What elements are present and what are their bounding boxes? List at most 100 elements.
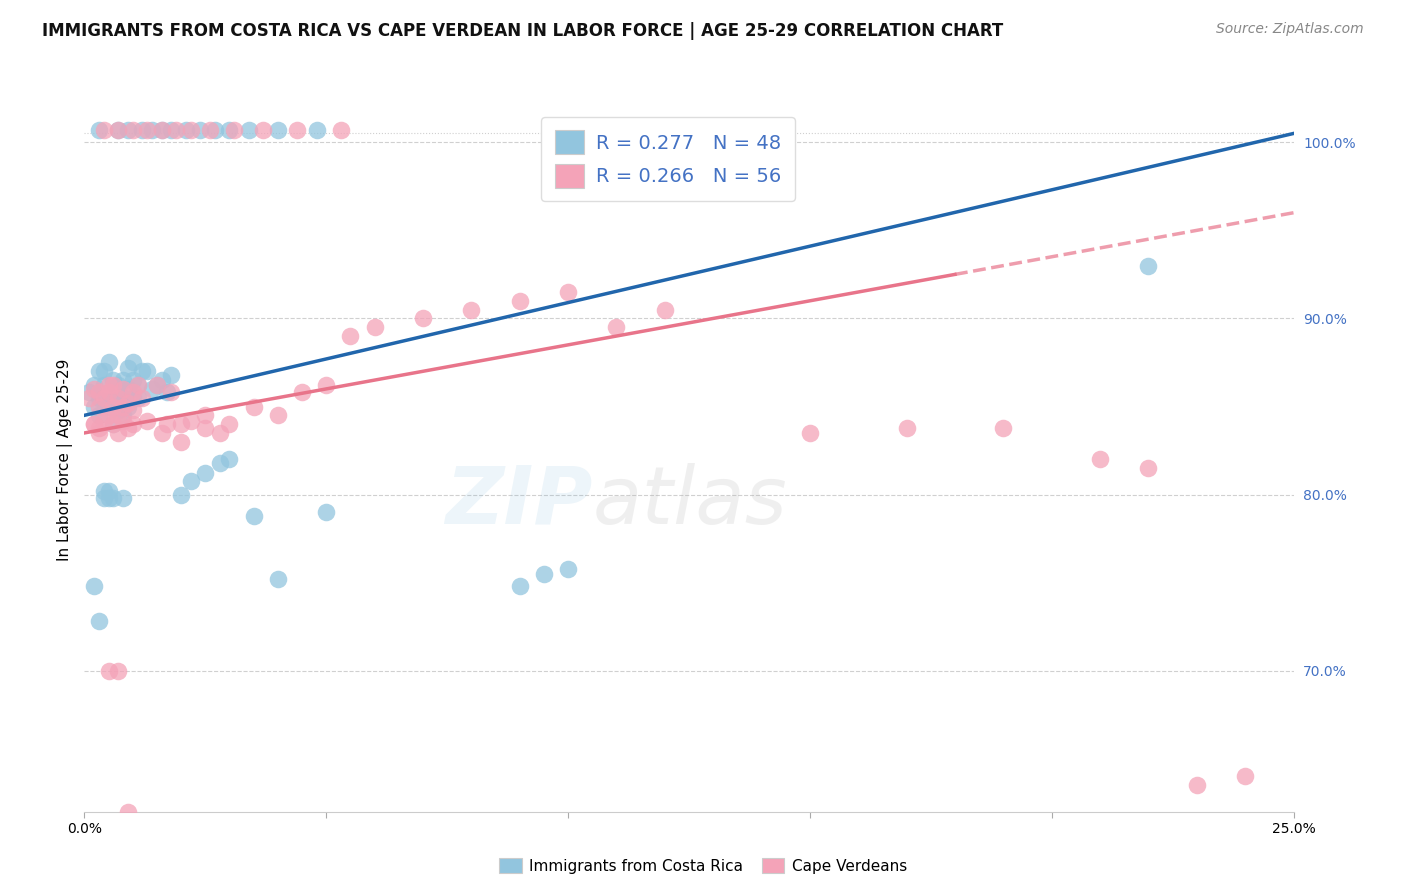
Point: [97, 355, 120, 369]
Y-axis label: In Labor Force | Age 25-29: In Labor Force | Age 25-29: [58, 359, 73, 560]
Point: [315, 505, 337, 519]
Point: [291, 385, 314, 400]
Point: [107, 378, 129, 392]
Point: [112, 373, 135, 387]
Point: [267, 123, 290, 137]
Point: [267, 572, 290, 586]
Point: [87, 420, 110, 434]
Point: [121, 417, 143, 431]
Point: [896, 420, 918, 434]
Point: [194, 467, 217, 481]
Point: [198, 123, 221, 137]
Point: [194, 409, 217, 423]
Point: [285, 123, 308, 137]
Point: [121, 391, 143, 405]
Point: [224, 123, 246, 137]
Point: [509, 293, 531, 308]
Point: [107, 123, 129, 137]
Point: [83, 417, 105, 431]
Point: [150, 425, 173, 440]
Point: [127, 378, 149, 392]
Point: [107, 409, 129, 423]
Point: [87, 364, 110, 378]
Point: [218, 452, 240, 467]
Point: [121, 373, 143, 387]
Point: [87, 123, 110, 137]
Point: [1234, 769, 1257, 783]
Point: [136, 123, 159, 137]
Point: [117, 420, 139, 434]
Point: [180, 414, 202, 428]
Point: [533, 566, 555, 581]
Text: atlas: atlas: [592, 463, 787, 541]
Point: [412, 311, 434, 326]
Point: [97, 400, 120, 414]
Point: [112, 491, 135, 505]
Point: [363, 320, 385, 334]
Point: [83, 382, 105, 396]
Point: [97, 664, 120, 678]
Point: [103, 391, 125, 405]
Point: [160, 368, 183, 382]
Point: [83, 579, 105, 593]
Point: [208, 425, 231, 440]
Point: [208, 456, 231, 470]
Point: [1137, 259, 1160, 273]
Point: [93, 391, 115, 405]
Point: [107, 425, 129, 440]
Point: [605, 320, 627, 334]
Point: [305, 123, 328, 137]
Point: [174, 123, 197, 137]
Point: [112, 400, 135, 414]
Point: [93, 414, 115, 428]
Point: [93, 378, 115, 392]
Point: [87, 385, 110, 400]
Point: [460, 302, 482, 317]
Point: [121, 355, 143, 369]
Point: [121, 123, 143, 137]
Point: [131, 391, 153, 405]
Point: [131, 364, 153, 378]
Point: [87, 409, 110, 423]
Point: [146, 378, 169, 392]
Point: [93, 491, 115, 505]
Legend: R = 0.277   N = 48, R = 0.266   N = 56: R = 0.277 N = 48, R = 0.266 N = 56: [541, 117, 794, 202]
Text: Source: ZipAtlas.com: Source: ZipAtlas.com: [1216, 22, 1364, 37]
Point: [83, 378, 105, 392]
Point: [252, 123, 274, 137]
Point: [107, 403, 129, 417]
Point: [339, 329, 361, 343]
Point: [136, 364, 159, 378]
Point: [557, 285, 579, 299]
Text: IMMIGRANTS FROM COSTA RICA VS CAPE VERDEAN IN LABOR FORCE | AGE 25-29 CORRELATIO: IMMIGRANTS FROM COSTA RICA VS CAPE VERDE…: [42, 22, 1004, 40]
Point: [103, 417, 125, 431]
Point: [77, 385, 100, 400]
Point: [121, 385, 143, 400]
Point: [97, 491, 120, 505]
Point: [112, 414, 135, 428]
Point: [141, 382, 163, 396]
Point: [131, 123, 153, 137]
Point: [107, 391, 129, 405]
Point: [93, 364, 115, 378]
Point: [1185, 778, 1208, 792]
Point: [117, 382, 139, 396]
Point: [77, 391, 100, 405]
Point: [117, 805, 139, 819]
Point: [112, 391, 135, 405]
Point: [146, 378, 169, 392]
Point: [83, 417, 105, 431]
Point: [103, 373, 125, 387]
Point: [155, 417, 177, 431]
Point: [97, 385, 120, 400]
Point: [799, 425, 821, 440]
Point: [107, 123, 129, 137]
Point: [1137, 461, 1160, 475]
Point: [155, 385, 177, 400]
Point: [267, 409, 290, 423]
Point: [117, 123, 139, 137]
Point: [654, 302, 676, 317]
Legend: Immigrants from Costa Rica, Cape Verdeans: Immigrants from Costa Rica, Cape Verdean…: [492, 852, 914, 880]
Point: [97, 378, 120, 392]
Point: [509, 579, 531, 593]
